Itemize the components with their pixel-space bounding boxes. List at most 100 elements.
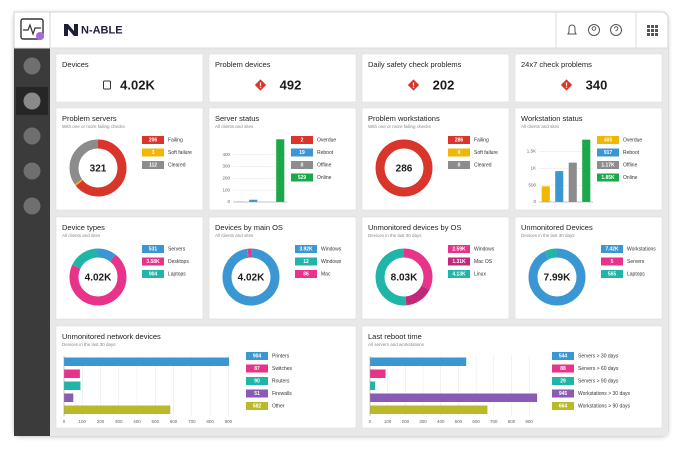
legend-value: 529 [298,175,307,181]
stat-icon-dot [259,86,262,89]
legend-value: 565 [608,272,617,278]
legend-swatch [142,136,164,144]
legend-swatch [448,270,470,278]
legend-label: Workstations > 30 days [578,391,631,397]
legend-label: Windows [321,259,342,265]
legend-label: Online [623,175,638,181]
legend-swatch [552,352,574,360]
legend-label: Servers [627,259,645,265]
widget-subtitle: All clients and sites [521,124,560,129]
legend-value: 0 [458,163,461,169]
stat-value: 4.02K [120,77,155,92]
legend-value: 12 [303,259,309,265]
x-tick-label: 800 [206,419,214,424]
legend-swatch [246,377,268,385]
donut-segment [528,248,586,306]
legend-value: 0 [301,163,304,169]
legend-label: Mac [321,272,331,278]
widget-subtitle: All clients and sites [215,124,254,129]
widget-title: Unmonitored devices by OS [368,223,461,232]
apps-menu-icon[interactable] [647,25,658,36]
x-tick-label: 800 [508,419,516,424]
bar [64,381,81,390]
bar [541,186,550,202]
widget-subtitle: With one or more failing checks [368,124,432,129]
donut-segment [69,248,127,306]
legend-label: Other [272,404,285,410]
legend-swatch [597,148,619,157]
x-tick-label: 600 [170,419,178,424]
x-tick-label: 200 [97,419,105,424]
bar [370,405,488,414]
legend-label: Soft failure [168,150,192,156]
legend-swatch [552,402,574,410]
legend-value: 1.31K [452,259,466,265]
notifications-icon[interactable] [567,24,577,35]
legend-value: 582 [253,404,262,410]
x-tick-label: 100 [79,419,87,424]
legend-swatch [142,161,164,169]
widget-subtitle: All clients and sites [215,233,254,238]
apps-menu-dot [651,29,654,32]
donut-center-value: 4.02K [238,273,265,284]
bar [64,393,74,402]
account-icon[interactable] [588,24,600,36]
bar [555,171,564,202]
legend-label: Overdue [623,138,642,144]
legend-label: Cleared [474,163,492,169]
legend-label: Servers > 60 days [578,366,619,372]
legend-label: Firewalls [272,391,292,397]
x-tick-label: 900 [225,419,233,424]
nav-item[interactable] [23,92,41,110]
legend-swatch [601,270,623,278]
legend-value: 86 [303,272,309,278]
legend-label: Desktops [168,259,189,265]
legend-swatch [448,245,470,253]
widget-card [514,53,663,103]
legend-value: 3.92K [299,247,313,253]
nav-item[interactable] [23,162,41,180]
help-icon[interactable] [610,24,622,36]
legend-value: 4.13K [452,272,466,278]
help-icon-mark [613,26,619,32]
legend-label: Routers [272,379,290,385]
legend-label: Linux [474,272,486,278]
apps-menu-dot [647,25,650,28]
y-tick-label: 1K [530,166,536,171]
apps-menu-dot [647,33,650,36]
y-tick-label: 200 [222,175,230,180]
stat-icon-dot [412,86,415,89]
legend-swatch [246,352,268,360]
nav-item[interactable] [23,197,41,215]
legend-label: Switches [272,366,293,372]
legend-swatch [291,136,313,144]
app-icon-box[interactable] [13,11,51,49]
nav-item[interactable] [23,57,41,75]
widget-card [361,53,510,103]
legend-swatch [601,257,623,266]
legend-swatch [142,148,164,157]
legend-label: Laptops [168,272,186,278]
nav-item[interactable] [23,127,41,145]
legend-value: 3.58K [146,259,160,265]
legend-value: 2 [301,138,304,144]
y-tick-label: 1.5K [527,149,536,154]
logo-mark [64,24,78,36]
x-tick-label: 400 [133,419,141,424]
widget-title: Last reboot time [368,332,422,341]
bar [64,357,230,366]
bar [370,357,467,366]
x-tick-label: 400 [437,419,445,424]
donut-center-value: 321 [90,164,107,175]
stat-value: 340 [586,77,608,92]
legend-value: 1.17K [601,163,615,169]
x-tick-label: 300 [419,419,427,424]
x-tick-label: 500 [152,419,160,424]
widget-title: Workstation status [521,114,583,123]
widget-subtitle: With one or more failing checks [62,124,126,129]
legend-swatch [291,148,313,157]
legend-value: 531 [149,247,158,253]
legend-swatch [448,161,470,169]
legend-label: Windows [321,247,342,253]
